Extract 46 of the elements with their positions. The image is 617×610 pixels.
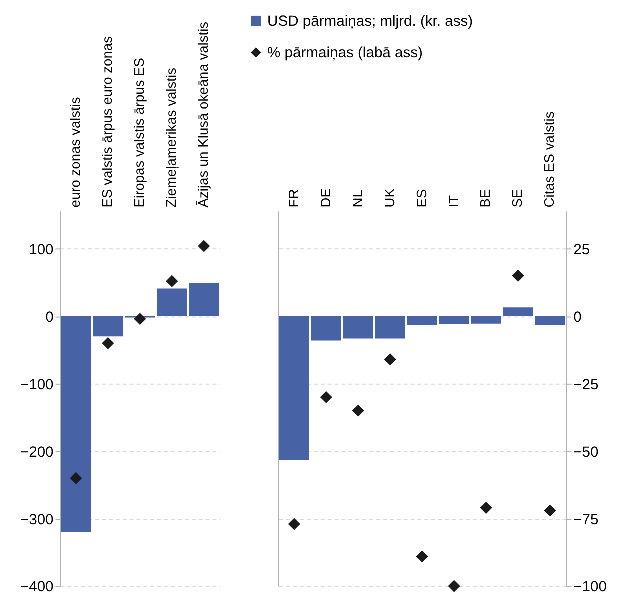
- y2-tick-label: −75: [574, 512, 599, 528]
- bar: [93, 316, 124, 337]
- point: [70, 472, 82, 484]
- x-tick-label: NL: [349, 190, 366, 208]
- x-tick-label: SE: [509, 189, 526, 208]
- x-tick-label: ES valstis ārpus euro zonas: [99, 36, 116, 208]
- x-tick-label: DE: [317, 188, 334, 208]
- legend-label: % pārmaiņas (labā ass): [268, 46, 424, 62]
- point: [544, 504, 556, 517]
- x-tick-label: Eiropas valstis ārpus ES: [131, 58, 148, 208]
- bar: [189, 283, 220, 316]
- point: [166, 275, 178, 288]
- x-tick-label: Āzijas un Klusā okeāna valstis: [195, 22, 212, 208]
- point: [198, 240, 210, 252]
- x-tick-label: ES: [413, 189, 430, 208]
- y2-tick-label: 25: [574, 242, 590, 258]
- point: [134, 313, 146, 326]
- y-tick-label: 0: [46, 310, 54, 326]
- y-tick-label: −100: [20, 377, 54, 394]
- x-tick-label: FR: [285, 189, 302, 208]
- y-tick-label: −400: [20, 580, 54, 596]
- x-tick-label: euro zonas valstis: [67, 97, 84, 208]
- point: [512, 270, 524, 282]
- x-tick-label: Citas ES valstis: [541, 112, 558, 208]
- y2-tick-label: −25: [574, 377, 599, 394]
- point: [288, 518, 300, 530]
- point: [416, 550, 428, 563]
- x-tick-label: UK: [381, 188, 398, 208]
- bar: [61, 316, 92, 532]
- x-tick-label: Ziemeļamerikas valstis: [163, 68, 180, 208]
- point: [384, 354, 396, 366]
- x-tick-label: BE: [477, 189, 494, 208]
- point: [448, 580, 460, 592]
- y-tick-label: 100: [29, 242, 54, 258]
- point: [320, 391, 332, 404]
- y2-tick-label: −100: [574, 580, 608, 596]
- point: [102, 337, 114, 350]
- point: [480, 502, 492, 514]
- x-tick-label: IT: [445, 194, 462, 208]
- y2-tick-label: 0: [574, 310, 582, 326]
- legend-label: USD pārmaiņas; mljrd. (kr. ass): [268, 14, 474, 30]
- y-tick-label: −300: [20, 512, 54, 528]
- point: [352, 404, 364, 417]
- y2-tick-label: −50: [574, 444, 599, 461]
- y-tick-label: −200: [20, 444, 54, 461]
- bar: [157, 288, 188, 316]
